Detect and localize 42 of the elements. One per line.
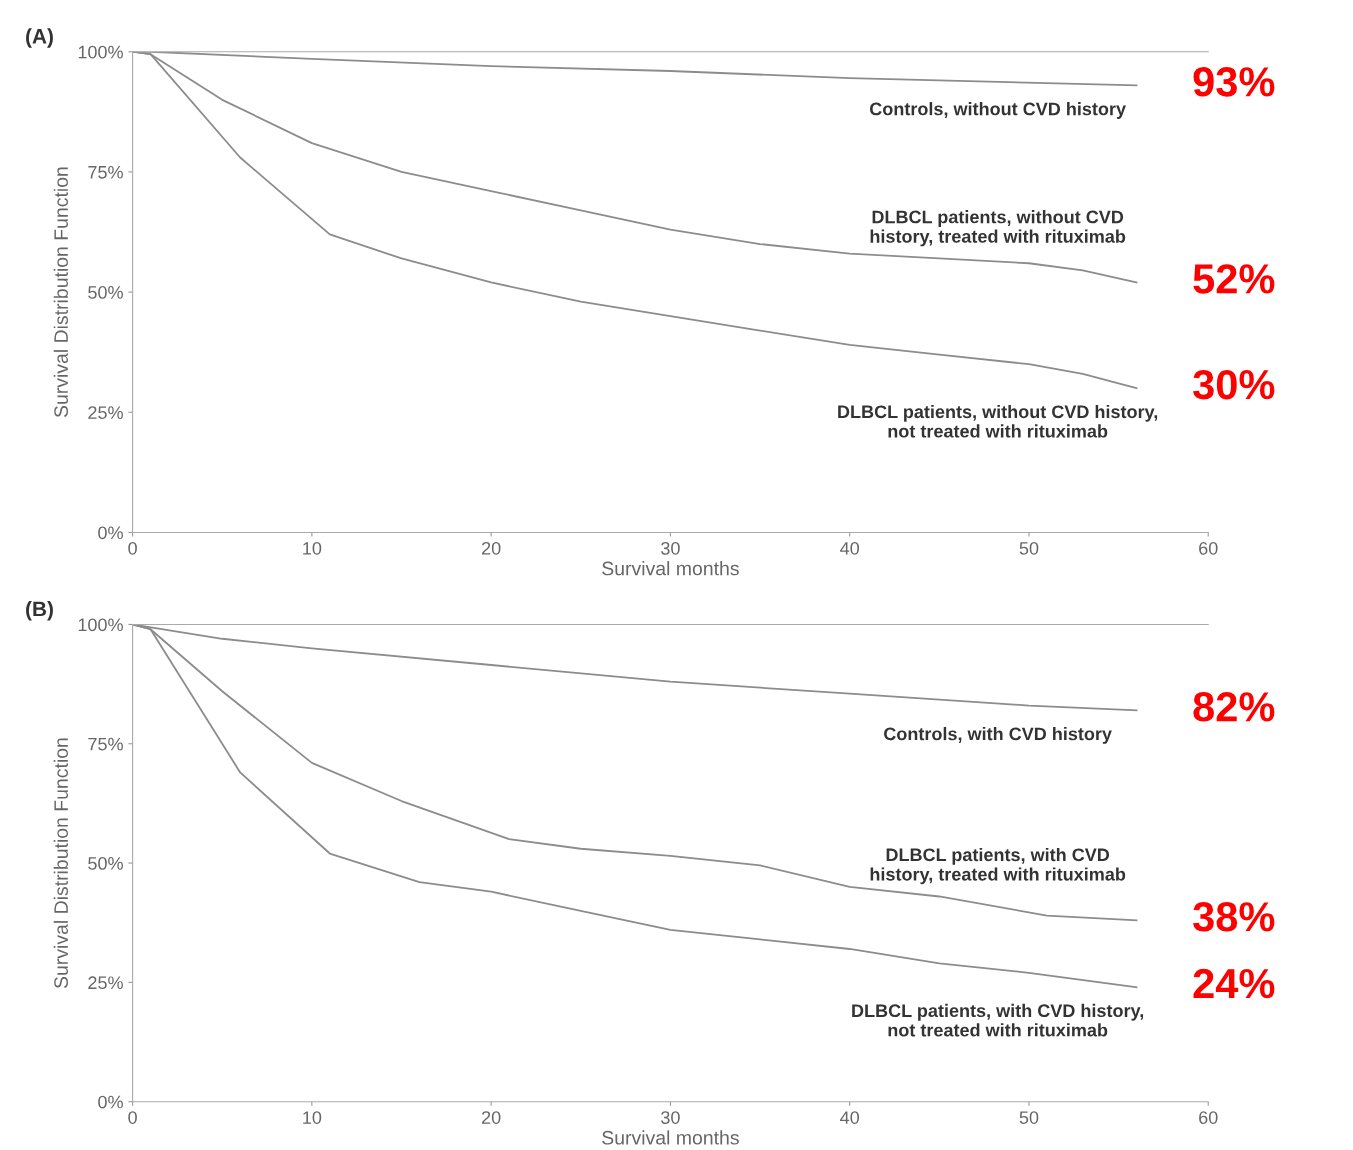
x-tick-label: 40: [840, 1111, 860, 1124]
annotation: 38%: [1193, 902, 1275, 932]
y-axis-title: Survival Distribution Function: [53, 167, 68, 418]
y-tick-label: 50%: [88, 286, 123, 299]
y-tick-label: 75%: [88, 165, 123, 179]
x-tick-label: 10: [303, 541, 322, 555]
x-tick-label: 60: [1199, 1111, 1218, 1124]
y-tick-label: 100%: [78, 618, 123, 632]
x-tick-label: 20: [482, 1111, 501, 1124]
series-label: DLBCL patients, without CVD history, treated with rituximab: [870, 210, 1126, 247]
y-axis-title: Survival Distribution Function: [53, 738, 68, 989]
x-tick-label: 60: [1199, 541, 1218, 555]
annotation: 93%: [1193, 67, 1275, 97]
y-tick-label: 0%: [98, 1095, 123, 1109]
series-label: DLBCL patients, with CVD history, treated with rituximab: [870, 847, 1126, 885]
series-label: Controls, without CVD history: [869, 102, 1126, 119]
x-axis-title: Survival months: [602, 1130, 739, 1145]
annotation: 52%: [1193, 264, 1275, 294]
y-tick-label: 25%: [88, 406, 123, 419]
chart-title: (A): [26, 28, 53, 48]
chart-title: (B): [26, 601, 53, 621]
x-tick-label: 10: [303, 1111, 322, 1124]
y-tick-label: 75%: [88, 737, 123, 751]
series-label: DLBCL patients, with CVD history, not treated with rituximab: [852, 1003, 1144, 1037]
y-tick-label: 25%: [88, 976, 123, 990]
annotation: 82%: [1193, 692, 1275, 722]
x-tick-label: 50: [1019, 541, 1039, 555]
x-axis-title: Survival months: [602, 561, 739, 576]
x-tick-label: 0: [128, 1111, 137, 1124]
x-tick-label: 50: [1019, 1111, 1039, 1124]
y-tick-label: 50%: [88, 857, 123, 870]
x-tick-label: 30: [661, 541, 680, 555]
annotation: 24%: [1193, 968, 1275, 999]
annotation: 30%: [1193, 369, 1275, 400]
x-tick-label: 20: [482, 541, 501, 555]
x-tick-label: 40: [840, 541, 860, 555]
series-label: DLBCL patients, without CVD history, not treated with rituximab: [838, 404, 1158, 438]
series-label: Controls, with CVD history: [884, 727, 1112, 744]
x-tick-label: 30: [661, 1111, 680, 1124]
x-tick-label: 0: [128, 541, 137, 555]
y-tick-label: 0%: [98, 526, 123, 540]
y-tick-label: 100%: [78, 45, 123, 59]
